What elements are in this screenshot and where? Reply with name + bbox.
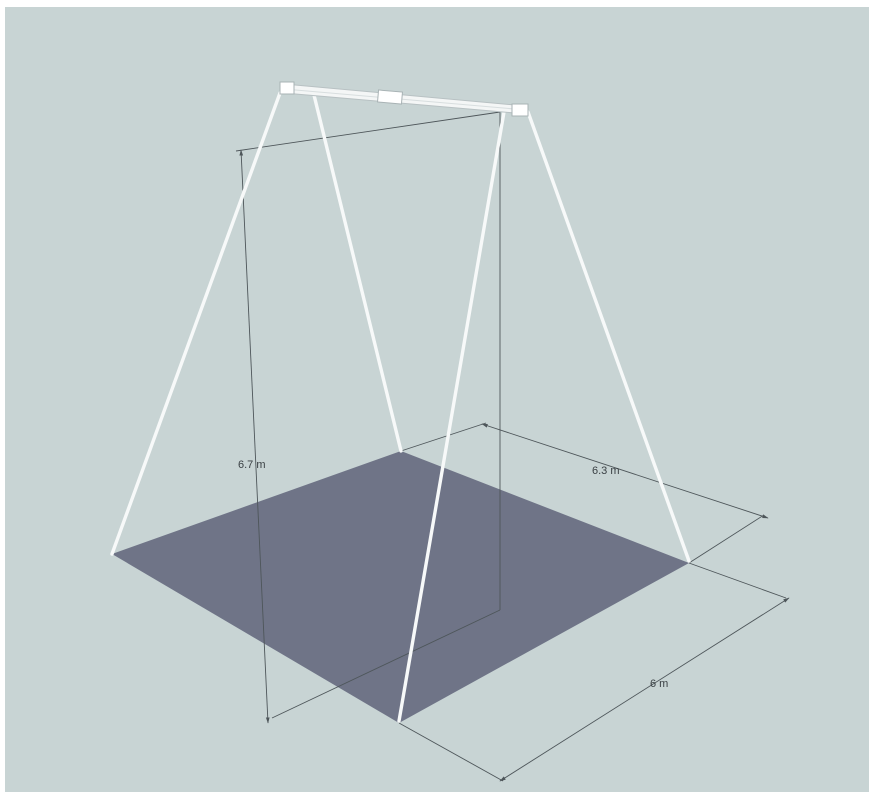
frame-leg-left-back xyxy=(312,93,403,453)
height-top-extension xyxy=(235,111,501,152)
width-extension-right xyxy=(688,562,787,599)
frame-leg-left-front xyxy=(110,91,282,556)
frame-leg-right-back xyxy=(526,110,691,563)
floor-square xyxy=(112,451,689,723)
frame-leg-right-front xyxy=(397,110,506,723)
back-floor-guide xyxy=(271,609,501,719)
height-dimension-line xyxy=(239,149,270,724)
depth-dimension-line xyxy=(481,423,769,519)
width-dimension-line xyxy=(499,597,790,782)
depth-dimension-label: 6.3 m xyxy=(592,465,620,477)
top-beam xyxy=(279,81,529,117)
width-dimension-label: 6 m xyxy=(650,678,668,690)
depth-extension-back xyxy=(400,422,487,452)
depth-extension-front xyxy=(688,514,765,564)
width-extension-front xyxy=(398,722,504,782)
height-dimension-label: 6.7 m xyxy=(238,459,266,471)
